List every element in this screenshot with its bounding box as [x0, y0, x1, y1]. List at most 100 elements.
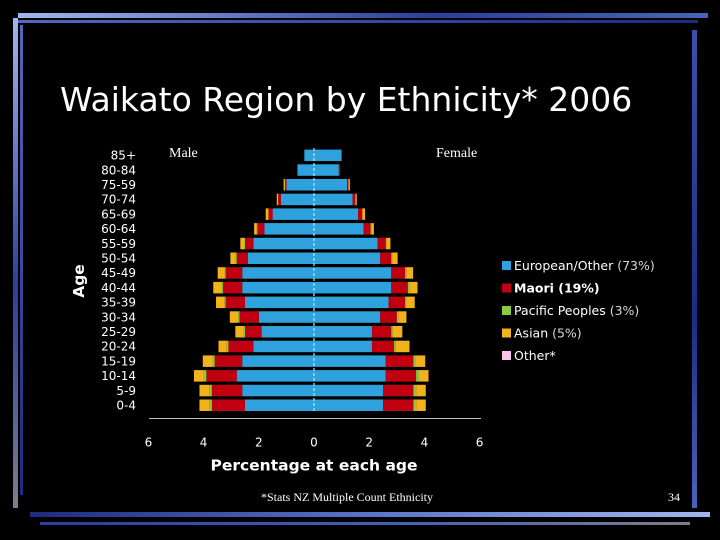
bar-male-maori-10-14: [206, 370, 237, 382]
bar-female-european-other-5-9: [314, 384, 383, 397]
bar-female-pacific-peoples-50-54: [391, 252, 393, 264]
slide-title: Waikato Region by Ethnicity* 2006: [60, 80, 633, 119]
bar-male-pacific-peoples-15-19: [212, 355, 215, 367]
bar-male-european-other-5-9: [242, 384, 314, 397]
bar-male-maori-65-69: [268, 208, 273, 220]
bar-female-european-other-50-54: [314, 252, 381, 264]
bar-female-asian-65-69: [362, 208, 366, 220]
bar-male-pacific-peoples-20-24: [226, 340, 229, 353]
bar-female-pacific-peoples-60-64: [370, 223, 372, 235]
bar-male-european-other-65-69: [272, 208, 314, 220]
bar-female-asian-35-39: [406, 296, 415, 309]
legend-label-pacific-peoples: Pacific Peoples (3%): [514, 303, 639, 318]
frame-top-bar-inner: [18, 20, 698, 23]
bar-female-maori-45-49: [391, 267, 406, 279]
bar-male-european-other-80-84: [297, 164, 314, 176]
legend-swatch-asian: [502, 328, 511, 338]
legend: European/Other (73%) Maori (19%) Pacific P…: [502, 258, 655, 363]
age-tick-label: 80-84: [101, 163, 136, 177]
bar-male-asian-0-4: [199, 399, 210, 411]
bar-female-pacific-peoples-0-4: [413, 399, 417, 411]
bar-female-pacific-peoples-15-19: [413, 355, 416, 367]
bar-male-asian-65-69: [265, 208, 269, 220]
bar-male-european-other-25-29: [261, 326, 314, 338]
bar-male-pacific-peoples-30-34: [238, 311, 240, 323]
y-axis-title: Age: [70, 264, 88, 298]
age-tick-label: 70-74: [101, 193, 136, 207]
bar-male-asian-55-59: [240, 237, 245, 250]
bar-male-asian-50-54: [230, 252, 236, 264]
bar-female-pacific-peoples-20-24: [394, 340, 396, 353]
bar-male-asian-45-49: [217, 267, 225, 279]
bar-male-maori-45-49: [225, 267, 243, 279]
bar-female-maori-10-14: [385, 370, 417, 382]
legend-label-asian: Asian (5%): [514, 326, 582, 341]
age-tick-label: 50-54: [101, 252, 136, 266]
bar-female-maori-15-19: [385, 355, 414, 367]
bar-male-asian-70-74: [276, 193, 279, 206]
bar-female-maori-75-59: [347, 179, 349, 191]
bar-female-pacific-peoples-30-34: [396, 311, 399, 323]
bar-female-asian-20-24: [395, 340, 410, 353]
bar-male-european-other-20-24: [253, 340, 314, 353]
bar-male-pacific-peoples-35-39: [224, 296, 226, 309]
bar-male-pacific-peoples-10-14: [203, 370, 207, 382]
bar-male-european-other-35-39: [245, 296, 314, 309]
bar-male-asian-35-39: [216, 296, 225, 309]
bar-male-maori-0-4: [211, 399, 245, 411]
page-number: 34: [668, 490, 680, 504]
age-tick-label: 30-34: [101, 310, 136, 324]
bar-female-maori-55-59: [377, 237, 386, 250]
bar-male-maori-35-39: [225, 296, 245, 309]
bar-female-asian-30-34: [398, 311, 407, 323]
bar-male-pacific-peoples-60-64: [256, 223, 258, 235]
bar-female-european-other-0-4: [314, 399, 383, 411]
bar-female-european-other-20-24: [314, 340, 372, 353]
age-tick-label: 40-44: [101, 281, 136, 295]
bar-female-asian-5-9: [416, 384, 426, 397]
age-tick-label: 20-24: [101, 340, 136, 354]
axis-layer: 85+80-8475-5970-7465-6960-6455-5950-5445…: [70, 148, 483, 475]
bars-layer: [193, 149, 429, 411]
bar-female-european-other-40-44: [314, 281, 392, 294]
bar-female-maori-25-29: [371, 326, 392, 338]
bar-female-european-other-70-74: [314, 193, 353, 206]
x-tick-label: 6: [145, 436, 153, 450]
bar-male-maori-50-54: [236, 252, 248, 264]
age-tick-label: 60-64: [101, 222, 136, 236]
age-tick-label: 0-4: [116, 399, 136, 413]
bar-male-maori-75-59: [285, 179, 287, 191]
bar-male-european-other-50-54: [247, 252, 314, 264]
age-tick-label: 75-59: [101, 178, 136, 192]
bar-male-asian-15-19: [202, 355, 213, 367]
bar-female-european-other-15-19: [314, 355, 386, 367]
bar-male-maori-5-9: [211, 384, 243, 397]
bar-male-maori-20-24: [228, 340, 254, 353]
bar-female-asian-10-14: [418, 370, 429, 382]
age-tick-label: 15-19: [101, 354, 136, 368]
bar-female-maori-20-24: [371, 340, 395, 353]
bar-male-asian-75-59: [283, 179, 286, 191]
frame-left-bar-inner: [20, 25, 23, 495]
legend-label-other: Other*: [514, 348, 556, 363]
bar-male-asian-5-9: [199, 384, 210, 397]
legend-swatch-other: [502, 351, 511, 360]
age-tick-label: 5-9: [116, 384, 136, 398]
female-label: Female: [436, 146, 478, 161]
bar-male-european-other-40-44: [242, 281, 314, 294]
bar-female-asian-0-4: [416, 399, 426, 411]
bar-female-asian-70-74: [355, 193, 357, 206]
x-tick-label: 4: [421, 436, 429, 450]
bar-female-maori-35-39: [388, 296, 406, 309]
bar-female-asian-60-64: [371, 223, 374, 235]
bar-female-maori-40-44: [391, 281, 408, 294]
bar-male-maori-55-59: [245, 237, 254, 250]
bar-male-maori-30-34: [239, 311, 259, 323]
bar-male-european-other-85: [304, 149, 314, 162]
age-tick-label: 10-14: [101, 369, 136, 383]
x-axis-title: Percentage at each age: [210, 457, 417, 475]
bar-female-european-other-10-14: [314, 370, 386, 382]
frame-top-bar: [18, 13, 708, 18]
age-tick-label: 35-39: [101, 296, 136, 310]
